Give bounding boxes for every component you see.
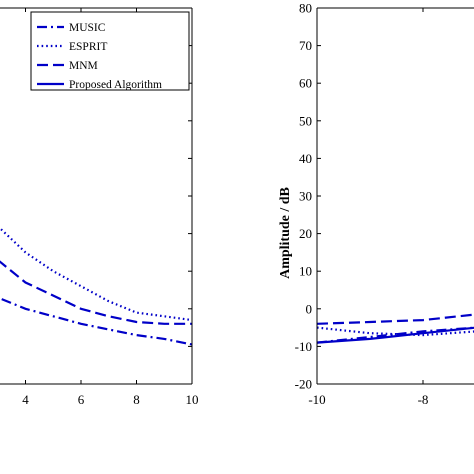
left-x-ticks: 4 6 8 10	[22, 8, 199, 407]
legend: MUSIC ESPRIT MNM Proposed Algorithm	[30, 11, 190, 91]
legend-label: MUSIC	[69, 22, 106, 34]
right-y-tick-label: 70	[299, 38, 312, 53]
y-axis-title: Amplitude / dB	[278, 187, 293, 279]
legend-label: Proposed Algorithm	[69, 79, 162, 91]
left-series-music	[0, 297, 192, 346]
legend-box	[30, 11, 190, 91]
right-y-tick-label: -20	[295, 377, 312, 392]
right-y-tick-label: 60	[299, 76, 312, 91]
right-x-tick-label: -10	[308, 392, 325, 407]
left-x-tick-label: 6	[78, 392, 85, 407]
left-series-group	[0, 226, 192, 346]
right-y-tick-label: 20	[299, 226, 312, 241]
legend-label: MNM	[69, 60, 98, 72]
right-axes	[316, 7, 474, 385]
right-y-tick-label: 0	[306, 301, 313, 316]
right-series-mnm	[317, 313, 474, 325]
left-axes	[0, 7, 193, 385]
right-y-tick-label: 30	[299, 189, 312, 204]
left-series-esprit	[0, 226, 192, 322]
left-x-tick-label: 8	[133, 392, 140, 407]
left-plot-lines	[0, 226, 192, 346]
right-y-tick-label: -10	[295, 339, 312, 354]
left-series-mnm	[0, 260, 192, 325]
right-series-proposed-algorithm	[317, 326, 474, 344]
left-x-tick-label: 4	[22, 392, 29, 407]
right-plot-lines	[317, 313, 474, 344]
right-x-tick-label: -8	[418, 392, 429, 407]
right-y-tick-label: 50	[299, 113, 312, 128]
left-panel: 4 6 8 10 MUSIC ESPRIT MNM Proposed Algorithm	[0, 7, 199, 407]
right-y-tick-label: 80	[299, 1, 312, 16]
right-series-group	[317, 313, 474, 344]
right-y-tick-label: 40	[299, 151, 312, 166]
left-x-tick-label: 10	[186, 392, 199, 407]
right-y-tick-label: 10	[299, 264, 312, 279]
legend-label: ESPRIT	[69, 41, 107, 53]
